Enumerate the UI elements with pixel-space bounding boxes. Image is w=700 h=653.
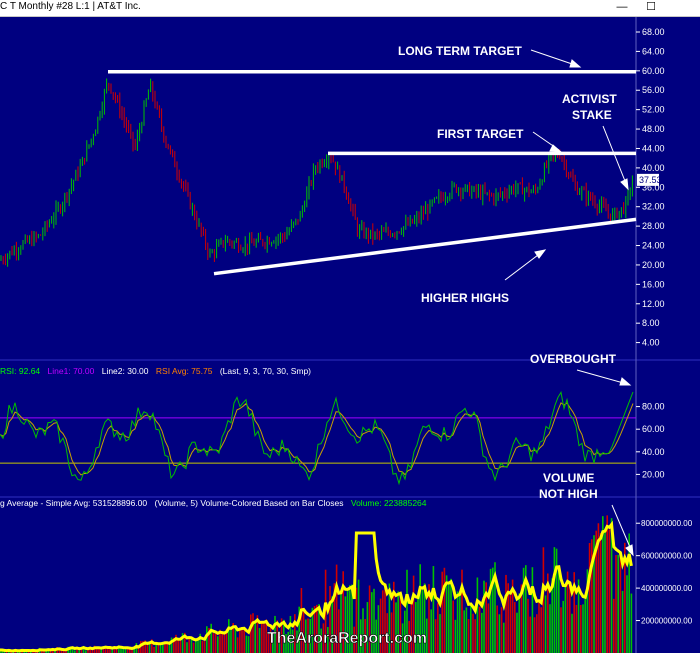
rsi-avg-value: RSI Avg: 75.75 xyxy=(156,366,213,376)
window-title-bar: C T Monthly #28 L:1 | AT&T Inc. — ☐ xyxy=(0,0,700,17)
volume-tick-label: 800000000.00 xyxy=(641,519,693,528)
chart-canvas: 68.00 64.00 60.00 56.00 52.00 48.00 44.00 40.00… xyxy=(0,17,700,653)
arrow-long-term xyxy=(530,49,579,67)
price-tick-label: 36.00 xyxy=(642,182,665,192)
price-tick-label: 60.00 xyxy=(642,66,665,76)
last-price-box xyxy=(637,173,659,186)
line2-value: Line2: 30.00 xyxy=(102,366,149,376)
long-term-target-label: LONG TERM TARGET xyxy=(398,44,522,58)
volume-tick-label: 600000000.00 xyxy=(641,552,693,561)
overbought-label: OVERBOUGHT xyxy=(530,352,617,366)
higher-highs-label: HIGHER HIGHS xyxy=(421,291,509,305)
price-tick-label: 12.00 xyxy=(642,299,665,309)
price-tick-label: 52.00 xyxy=(642,105,665,115)
volume-label: VOLUME xyxy=(543,471,594,485)
price-panel: 68.00 64.00 60.00 56.00 52.00 48.00 44.00 40.00… xyxy=(0,27,665,348)
price-tick-label: 44.00 xyxy=(642,143,665,153)
arrow-head xyxy=(569,59,582,68)
volume-value: Volume: 223885264 xyxy=(351,498,427,508)
arrow-overbought xyxy=(576,369,628,385)
rsi-tick-label: 40.00 xyxy=(642,447,665,457)
line1-value: Line1: 70.00 xyxy=(48,366,95,376)
price-tick-label: 40.00 xyxy=(642,163,665,173)
minimize-icon[interactable]: — xyxy=(616,1,628,13)
first-target-label: FIRST TARGET xyxy=(437,127,524,141)
rsi-tick-label: 20.00 xyxy=(642,469,665,479)
arrow-head xyxy=(534,249,547,259)
price-tick-label: 56.00 xyxy=(642,85,665,95)
activist-label: ACTIVIST xyxy=(562,92,617,106)
price-tick-label: 64.00 xyxy=(642,46,665,56)
price-tick-label: 16.00 xyxy=(642,279,665,289)
price-tick-label: 20.00 xyxy=(642,260,665,270)
last-price-label: 37.53 xyxy=(639,175,662,185)
price-tick-label: 28.00 xyxy=(642,221,665,231)
volume-ma-label: g Average - Simple Avg: 531528896.00 xyxy=(0,498,147,508)
arrow-higher-highs xyxy=(504,251,543,281)
rsi-params: (Last, 9, 3, 70, 30, Smp) xyxy=(220,366,311,376)
rsi-line xyxy=(0,391,634,486)
volume-header: g Average - Simple Avg: 531528896.00 (Vo… xyxy=(0,498,427,508)
price-tick-label: 48.00 xyxy=(642,124,665,134)
arrow-volume xyxy=(611,504,633,553)
watermark: TheAroraReport.com xyxy=(267,630,427,647)
maximize-icon[interactable]: ☐ xyxy=(646,1,656,13)
arrow-activist xyxy=(602,125,628,187)
volume-params: (Volume, 5) Volume-Colored Based on Bar … xyxy=(155,498,344,508)
volume-tick-label: 400000000.00 xyxy=(641,584,693,593)
window-title: C T Monthly #28 L:1 | AT&T Inc. xyxy=(0,1,141,12)
price-tick-label: 4.00 xyxy=(642,338,660,348)
arrow-head xyxy=(625,544,634,557)
volume-moving-average xyxy=(0,520,633,653)
price-tick-label: 32.00 xyxy=(642,202,665,212)
price-tick-label: 68.00 xyxy=(642,27,665,37)
arrow-head xyxy=(549,144,563,153)
price-tick-label: 24.00 xyxy=(642,241,665,251)
rsi-value: RSI: 92.64 xyxy=(0,366,40,376)
higher-highs-trendline xyxy=(213,217,637,276)
stake-label: STAKE xyxy=(572,108,612,122)
rsi-tick-label: 80.00 xyxy=(642,402,665,412)
volume-tick-label: 200000000.00 xyxy=(641,617,693,626)
rsi-average-line xyxy=(0,402,634,476)
volume-panel: 800000000.00 600000000.00 400000000.00 2000… xyxy=(0,515,693,653)
annotation-arrows xyxy=(504,49,634,557)
arrow-head xyxy=(619,377,632,386)
arrow-head xyxy=(620,178,629,191)
not-high-label: NOT HIGH xyxy=(539,487,598,501)
rsi-tick-label: 60.00 xyxy=(642,424,665,434)
rsi-header: RSI: 92.64 Line1: 70.00 Line2: 30.00 RSI… xyxy=(0,366,311,376)
price-tick-label: 8.00 xyxy=(642,318,660,328)
rsi-panel: 80.00 60.00 40.00 20.00 xyxy=(0,391,665,486)
